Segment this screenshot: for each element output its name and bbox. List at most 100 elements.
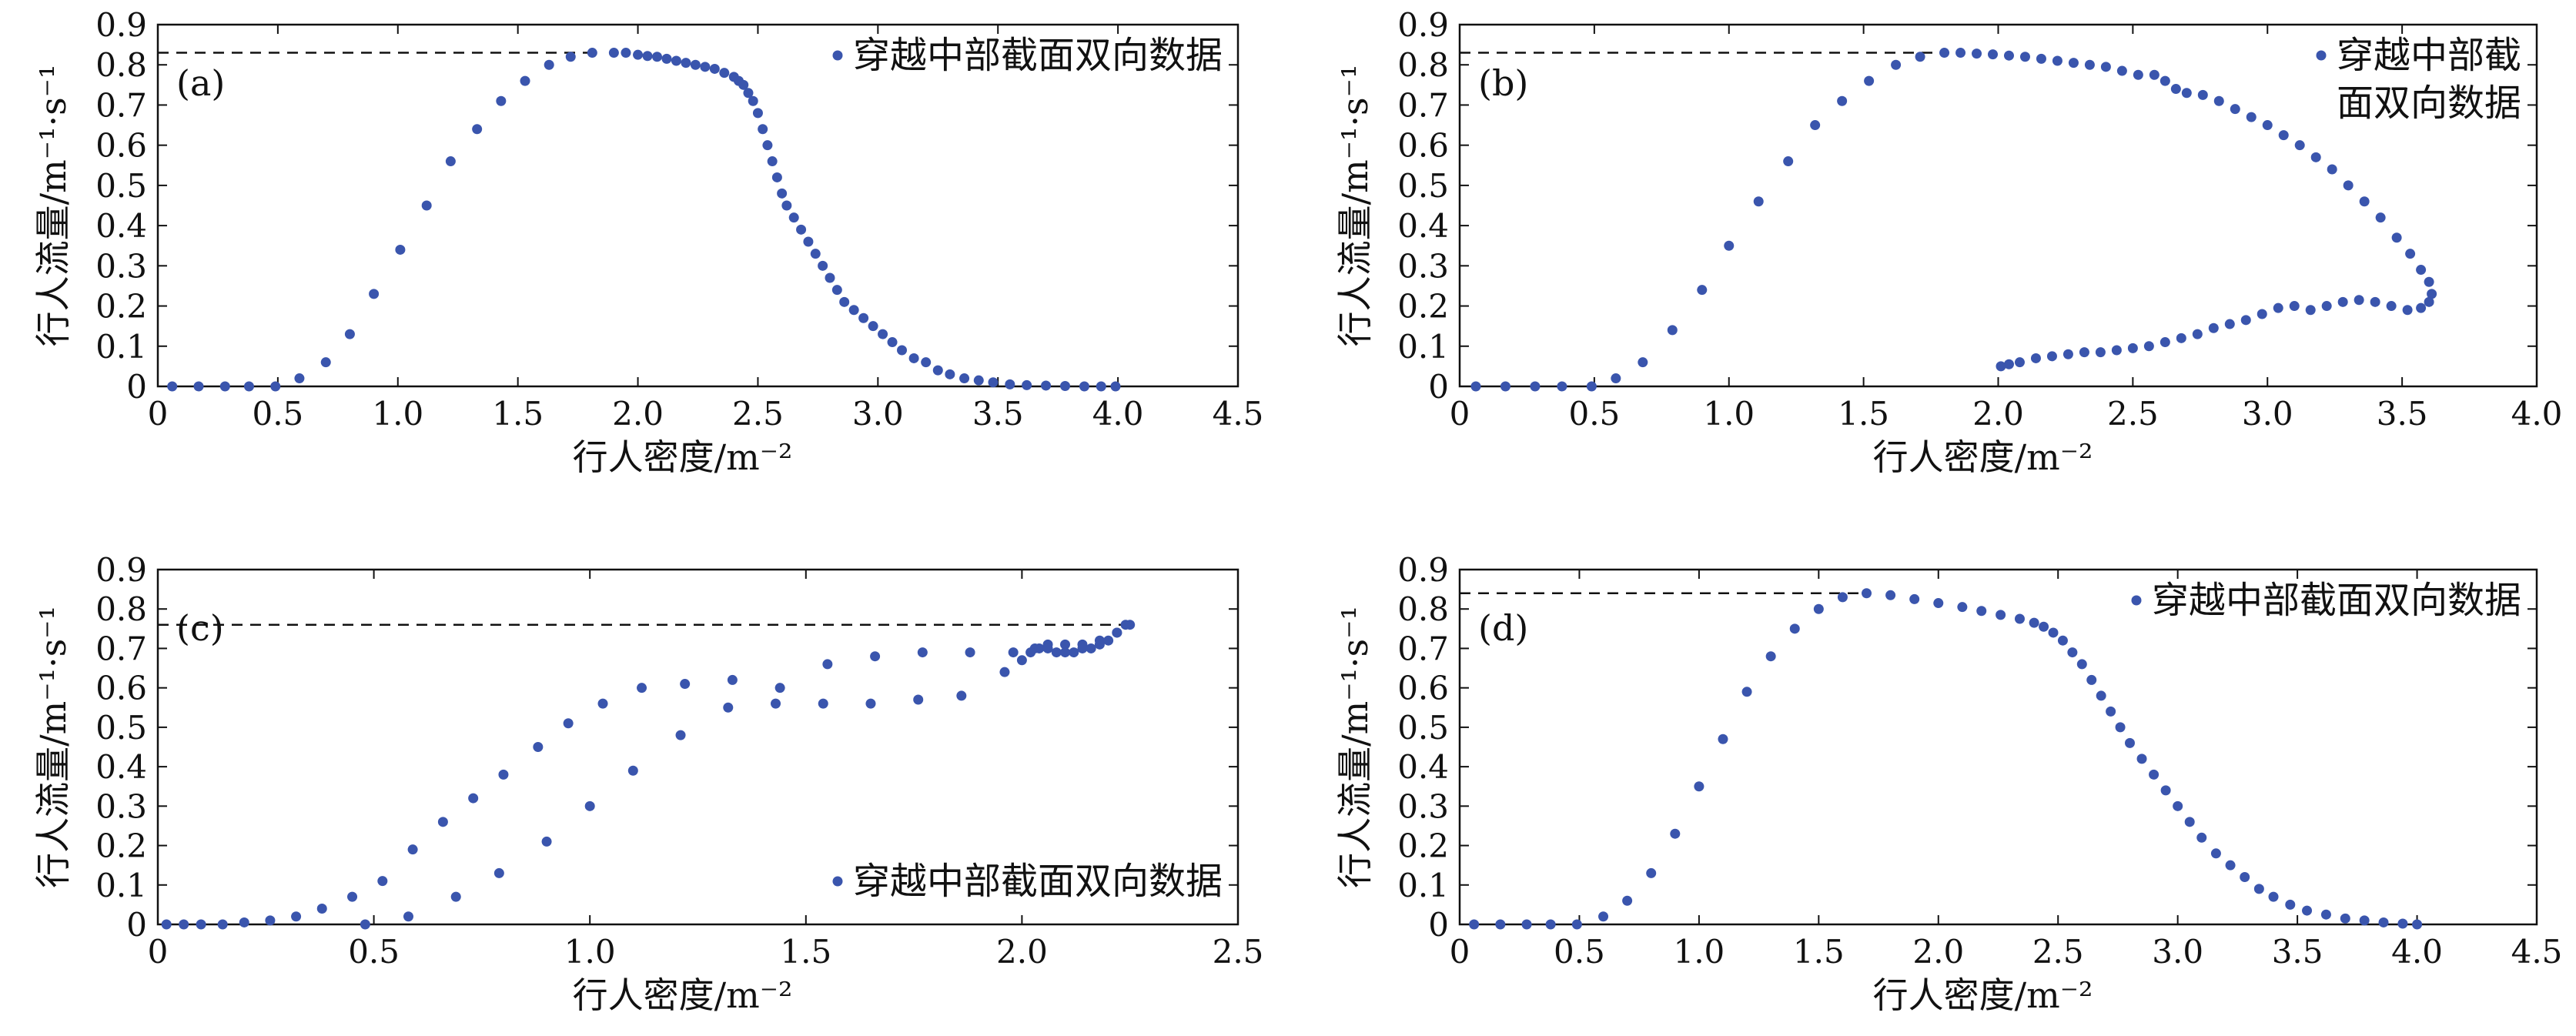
data-point: [2019, 52, 2030, 62]
data-point: [2321, 301, 2332, 312]
data-point: [450, 891, 461, 902]
data-point: [1741, 687, 1752, 697]
data-point: [1622, 895, 1633, 906]
data-point: [2246, 112, 2257, 122]
data-point: [738, 79, 749, 90]
data-point: [2084, 59, 2095, 70]
y-tick-label: 0.1: [1397, 328, 1449, 366]
x-tick-label: 3.5: [2272, 933, 2323, 971]
x-tick-label: 1.5: [1838, 395, 1889, 433]
data-point: [1996, 610, 2006, 620]
data-point: [265, 915, 276, 926]
x-tick-label: 1.5: [780, 933, 831, 971]
y-tick-label: 0.9: [95, 6, 147, 44]
data-point: [1996, 361, 2006, 372]
data-point: [369, 289, 380, 299]
data-point: [2086, 674, 2097, 685]
data-point: [2036, 53, 2046, 64]
y-tick-label: 0.5: [1397, 167, 1449, 205]
data-point: [2370, 296, 2380, 307]
data-point: [2048, 627, 2059, 638]
x-tick-label: 4.5: [1213, 395, 1264, 433]
x-tick-label: 2.5: [2107, 395, 2159, 433]
y-tick-label: 0.3: [95, 247, 147, 285]
data-point: [2127, 343, 2138, 353]
data-point: [2359, 915, 2370, 926]
data-point: [520, 75, 530, 86]
data-point: [1557, 381, 1567, 392]
data-point: [2014, 613, 2025, 624]
data-point: [1042, 643, 1053, 653]
data-point: [681, 58, 691, 69]
x-tick-label: 0: [1450, 933, 1470, 971]
y-tick-label: 0.9: [95, 551, 147, 589]
data-point: [2273, 302, 2283, 313]
data-point: [1724, 240, 1735, 251]
data-point: [2067, 647, 2078, 658]
x-tick-label: 0.5: [1568, 395, 1620, 433]
data-point: [407, 844, 418, 855]
data-point: [1976, 606, 1987, 617]
data-point: [2402, 305, 2413, 316]
data-point: [709, 63, 720, 74]
x-tick-label: 2.0: [1912, 933, 1964, 971]
data-point: [1862, 588, 1872, 599]
data-point: [2285, 899, 2296, 910]
data-point: [868, 321, 878, 332]
x-tick-label: 0: [148, 395, 169, 433]
data-point: [2375, 212, 2386, 223]
data-point: [1810, 120, 1821, 131]
data-point: [2039, 621, 2049, 632]
data-point: [973, 375, 984, 386]
data-point: [818, 698, 828, 709]
data-point: [2196, 832, 2207, 843]
legend: 穿越中部截面双向数据: [2131, 579, 2521, 622]
data-point: [1697, 285, 1708, 296]
data-point: [291, 911, 302, 922]
data-point: [2327, 164, 2337, 175]
y-tick-label: 0.8: [1397, 46, 1449, 84]
x-tick-label: 3.5: [2377, 395, 2428, 433]
legend: 穿越中部截面双向数据: [2316, 34, 2521, 125]
legend: 穿越中部截面双向数据: [832, 860, 1223, 903]
data-point: [1096, 381, 1106, 392]
y-tick-label: 0: [1428, 906, 1449, 944]
data-point: [541, 836, 552, 847]
y-tick-label: 0.1: [1397, 867, 1449, 904]
data-point: [2305, 305, 2316, 316]
data-point: [496, 95, 507, 106]
data-point: [472, 124, 483, 135]
data-point: [1077, 643, 1088, 653]
y-tick-label: 0.8: [95, 46, 147, 84]
data-point: [1069, 647, 1079, 658]
data-point: [294, 373, 305, 384]
data-point: [2340, 913, 2350, 924]
data-point: [1783, 156, 1794, 167]
data-point: [2176, 333, 2186, 343]
legend-label: 穿越中部截面双向数据: [853, 34, 1223, 77]
data-point: [1530, 381, 1541, 392]
y-tick-label: 0.9: [1397, 551, 1449, 589]
data-point: [1753, 196, 1764, 207]
data-point: [2095, 347, 2106, 358]
data-point: [1885, 590, 1896, 600]
data-point: [1933, 598, 1944, 609]
data-point: [2062, 349, 2073, 359]
x-tick-label: 2.5: [2032, 933, 2084, 971]
data-point: [999, 667, 1010, 677]
data-point: [167, 381, 178, 392]
data-point: [2143, 341, 2154, 352]
data-point: [621, 48, 631, 58]
data-point: [437, 817, 448, 827]
data-point: [2416, 302, 2427, 313]
data-point: [243, 381, 254, 392]
data-point: [1469, 919, 1480, 930]
data-point: [671, 55, 681, 66]
data-point: [700, 62, 711, 72]
data-point: [1586, 381, 1597, 392]
data-point: [344, 329, 355, 339]
y-tick-label: 0.4: [1397, 748, 1449, 786]
data-point: [1545, 919, 1556, 930]
data-point: [1718, 734, 1728, 744]
